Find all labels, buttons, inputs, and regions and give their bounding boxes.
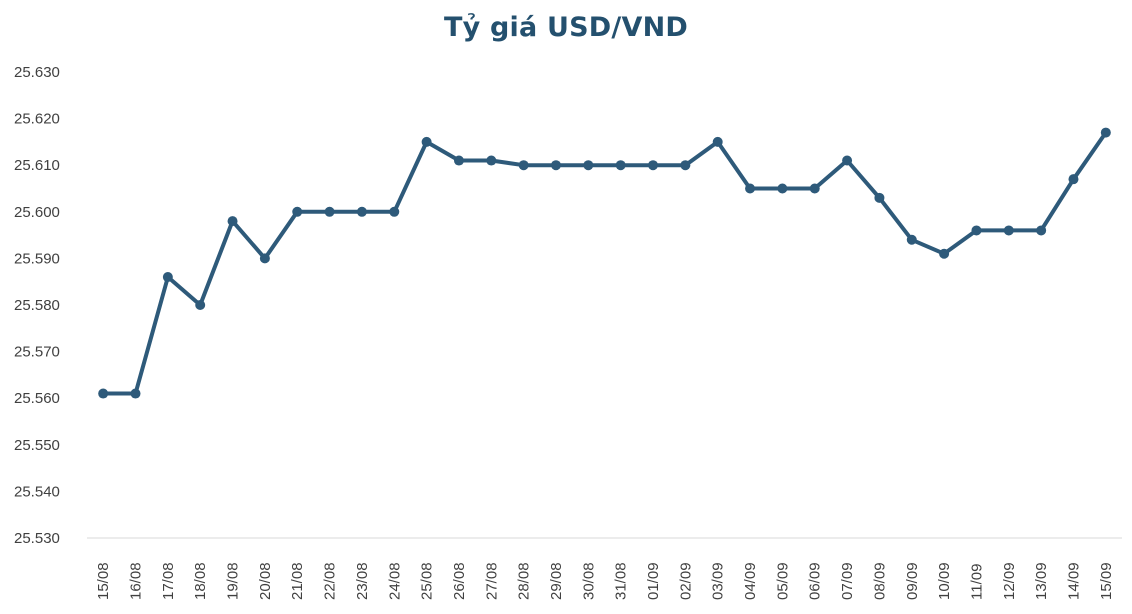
data-point (518, 160, 529, 171)
x-tick-label: 18/08 (192, 562, 209, 600)
x-tick-label: 04/09 (742, 562, 759, 600)
x-tick-label: 21/08 (289, 562, 306, 600)
x-tick-label: 10/09 (936, 562, 953, 600)
data-point (324, 206, 335, 217)
data-point (615, 160, 626, 171)
data-point (550, 160, 561, 171)
x-tick-label: 27/08 (483, 562, 500, 600)
x-tick-label: 06/09 (807, 562, 824, 600)
data-point (195, 300, 206, 310)
data-point (874, 192, 885, 203)
data-point (227, 216, 238, 227)
data-point (971, 225, 982, 236)
data-point (292, 206, 303, 217)
series-line (101, 130, 1108, 396)
x-tick-label: 07/09 (839, 562, 856, 600)
x-tick-label: 12/09 (1001, 562, 1018, 600)
y-tick-label: 25.610 (14, 157, 60, 174)
data-point (1100, 127, 1111, 138)
x-tick-label: 02/09 (677, 562, 694, 600)
x-tick-label: 15/09 (1098, 562, 1115, 600)
y-tick-label: 25.540 (14, 483, 60, 500)
x-tick-label: 23/08 (354, 562, 371, 600)
data-point (648, 160, 659, 171)
data-point (421, 136, 432, 147)
data-point (906, 234, 917, 245)
data-point (1003, 225, 1014, 236)
x-tick-label: 19/08 (225, 562, 242, 600)
data-point (939, 248, 950, 259)
x-tick-label: 25/08 (419, 562, 436, 600)
data-point (453, 155, 464, 166)
data-point (777, 183, 788, 194)
x-tick-label: 11/09 (968, 564, 985, 600)
x-tick-label: 08/09 (871, 562, 888, 600)
y-axis: 25.530 25.540 25.550 25.560 25.570 25.580 25.5… (14, 64, 60, 547)
y-tick-label: 25.590 (14, 250, 60, 267)
x-tick-label: 24/08 (386, 562, 403, 600)
chart-title: Tỷ giá USD/VND (444, 12, 688, 43)
data-point (486, 155, 497, 166)
y-tick-label: 25.600 (14, 204, 60, 221)
x-tick-label: 29/08 (548, 562, 565, 600)
data-point (130, 388, 141, 399)
x-tick-label: 16/08 (128, 562, 145, 600)
x-tick-label: 20/08 (257, 562, 274, 600)
data-point (259, 253, 270, 264)
data-point (712, 136, 723, 147)
y-tick-label: 25.560 (14, 390, 60, 407)
y-tick-label: 25.630 (14, 64, 60, 81)
x-tick-label: 26/08 (451, 562, 468, 600)
data-point (1036, 225, 1047, 236)
x-tick-label: 15/08 (95, 562, 112, 600)
x-tick-label: 13/09 (1033, 562, 1050, 600)
x-tick-label: 22/08 (322, 562, 339, 600)
x-tick-label: 14/09 (1065, 562, 1082, 600)
x-tick-label: 03/09 (710, 562, 727, 600)
x-tick-label: 31/08 (613, 562, 630, 600)
data-point (98, 388, 109, 399)
data-point (389, 206, 400, 217)
series-layer (98, 127, 1111, 399)
y-tick-label: 25.530 (14, 530, 60, 547)
x-tick-label: 28/08 (516, 562, 533, 600)
data-point (583, 160, 594, 171)
data-point (842, 155, 853, 166)
x-tick-label: 09/09 (904, 562, 921, 600)
y-tick-label: 25.580 (14, 297, 60, 314)
data-point (680, 160, 691, 171)
y-tick-label: 25.570 (14, 344, 60, 361)
data-point (356, 206, 367, 217)
data-point (162, 272, 173, 283)
x-tick-label: 17/08 (160, 562, 177, 600)
x-tick-label: 01/09 (645, 562, 662, 600)
x-tick-label: 30/08 (580, 562, 597, 600)
data-point (1068, 174, 1079, 185)
data-point (745, 183, 756, 194)
y-tick-label: 25.550 (14, 437, 60, 454)
x-tick-label: 05/09 (774, 562, 791, 600)
data-point (809, 183, 820, 194)
x-axis: 15/08 16/08 17/08 18/08 19/08 20/08 21/08 22/08… (87, 537, 1122, 600)
y-tick-label: 25.620 (14, 111, 60, 128)
